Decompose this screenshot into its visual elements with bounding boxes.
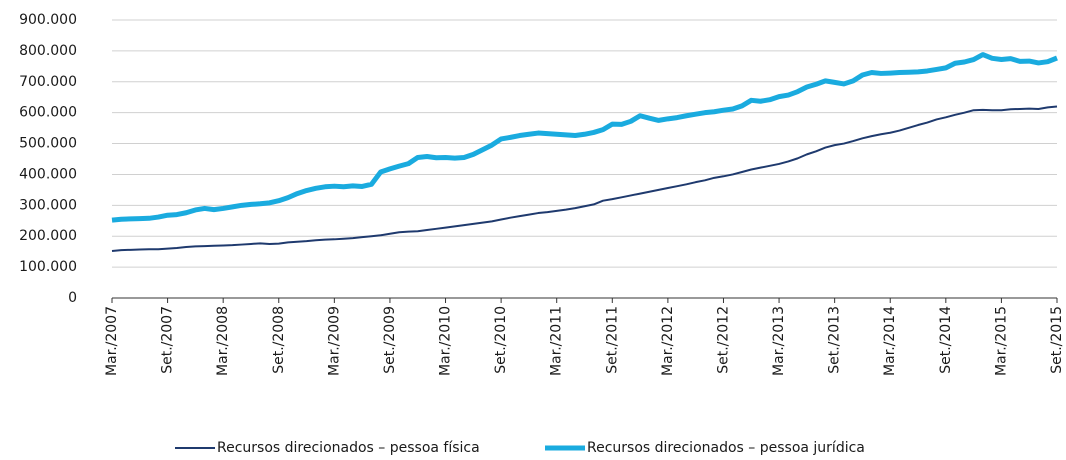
x-tick-label: Set./2012	[715, 306, 731, 374]
y-tick-label: 400.000	[19, 166, 77, 182]
legend-label: Recursos direcionados – pessoa física	[217, 440, 480, 456]
x-tick-label: Set./2011	[604, 306, 620, 374]
y-tick-label: 0	[68, 290, 77, 306]
x-tick-label: Mar./2011	[549, 306, 565, 376]
y-tick-label: 800.000	[19, 43, 77, 59]
series-line	[111, 52, 1058, 223]
x-tick-label: Set./2009	[382, 306, 398, 374]
x-tick-label: Set./2008	[271, 306, 287, 374]
x-tick-label: Set./2007	[160, 306, 176, 374]
x-tick-label: Set./2014	[938, 306, 954, 374]
y-tick-label: 700.000	[19, 74, 77, 90]
x-tick-label: Set./2015	[1049, 306, 1065, 374]
y-tick-label: 900.000	[19, 12, 77, 28]
legend-label: Recursos direcionados – pessoa jurídica	[587, 440, 865, 456]
y-tick-label: 200.000	[19, 228, 77, 244]
x-tick-label: Set./2013	[827, 306, 843, 374]
y-tick-label: 500.000	[19, 136, 77, 152]
x-tick-label: Mar./2010	[438, 306, 454, 376]
x-tick-label: Set./2010	[493, 306, 509, 374]
series-line	[111, 105, 1058, 253]
x-tick-label: Mar./2009	[326, 306, 342, 376]
y-tick-label: 100.000	[19, 259, 77, 275]
x-tick-label: Mar./2014	[882, 306, 898, 376]
y-tick-label: 600.000	[19, 105, 77, 121]
x-tick-label: Mar./2015	[993, 306, 1009, 376]
x-tick-label: Mar./2008	[215, 306, 231, 376]
y-tick-label: 300.000	[19, 197, 77, 213]
x-tick-label: Mar./2007	[104, 306, 120, 376]
x-tick-label: Mar./2013	[771, 306, 787, 376]
x-tick-label: Mar./2012	[660, 306, 676, 376]
